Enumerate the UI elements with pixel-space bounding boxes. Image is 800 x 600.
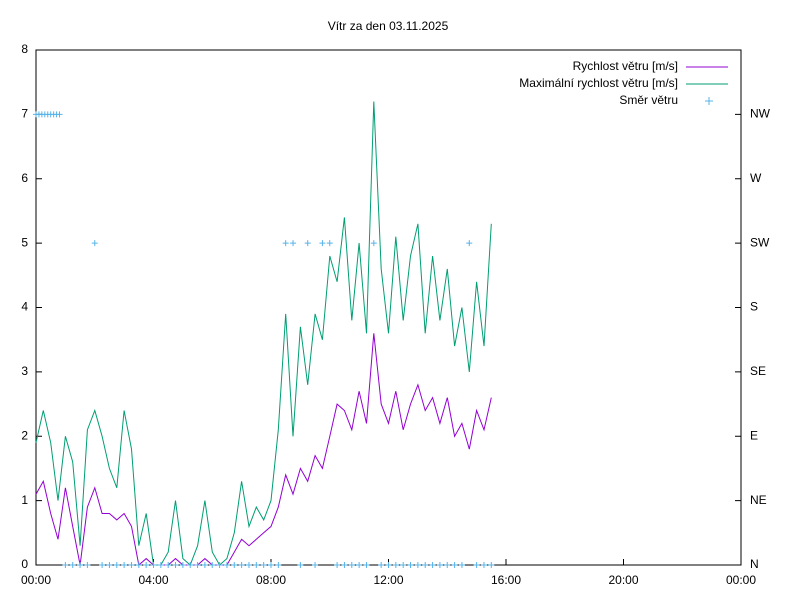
y-tick-label: 7	[21, 107, 28, 121]
direction-point	[238, 562, 245, 568]
direction-point	[56, 111, 63, 118]
direction-point	[400, 562, 407, 568]
x-tick-label: 20:00	[608, 573, 638, 587]
y2-tick-label: E	[750, 428, 758, 442]
legend-label: Maximální rychlost větru [m/s]	[519, 76, 678, 90]
y-tick-label: 8	[21, 42, 28, 56]
legend-marker	[705, 97, 713, 105]
y-tick-label: 5	[21, 235, 28, 249]
direction-point	[84, 562, 91, 568]
direction-point	[231, 562, 238, 568]
x-tick-label: 00:00	[21, 573, 51, 587]
direction-point	[194, 562, 201, 568]
direction-point	[319, 240, 326, 247]
x-tick-label: 04:00	[138, 573, 168, 587]
direction-point	[201, 562, 208, 568]
direction-point	[290, 240, 297, 247]
direction-point	[268, 562, 274, 568]
y-tick-label: 6	[21, 171, 28, 185]
direction-point	[179, 562, 186, 568]
direction-point	[326, 240, 333, 247]
direction-point	[348, 562, 355, 568]
y2-tick-label: NE	[750, 493, 767, 507]
chart-title: Vítr za den 03.11.2025	[328, 19, 449, 33]
direction-point	[473, 562, 480, 568]
direction-point	[334, 562, 341, 568]
direction-point	[216, 562, 223, 568]
direction-point	[275, 562, 282, 568]
direction-point	[150, 562, 157, 568]
direction-point	[77, 562, 84, 568]
direction-point	[444, 562, 451, 568]
direction-point	[378, 562, 385, 568]
direction-point	[245, 562, 252, 568]
direction-point	[466, 240, 473, 247]
direction-point	[91, 240, 98, 247]
direction-point	[370, 240, 377, 247]
x-tick-label: 16:00	[491, 573, 521, 587]
direction-point	[165, 562, 172, 568]
direction-point	[363, 562, 370, 568]
direction-point	[458, 562, 465, 568]
direction-point	[480, 562, 487, 568]
direction-point	[113, 562, 120, 568]
direction-point	[488, 562, 495, 568]
direction-point	[157, 562, 164, 568]
direction-point	[304, 240, 311, 247]
plot-border	[35, 49, 742, 566]
direction-point	[69, 562, 76, 568]
direction-point	[62, 562, 69, 568]
y2-tick-label: SW	[750, 235, 770, 249]
direction-point	[128, 562, 135, 568]
direction-point	[135, 562, 142, 568]
direction-point	[253, 562, 260, 568]
direction-point	[172, 562, 179, 568]
y2-tick-label: S	[750, 300, 758, 314]
direction-point	[429, 562, 436, 568]
direction-point	[297, 562, 304, 568]
y2-tick-label: N	[750, 557, 759, 571]
legend-label: Rychlost větru [m/s]	[573, 59, 678, 73]
direction-point	[99, 562, 106, 568]
direction-point	[451, 562, 458, 568]
direction-point	[282, 240, 289, 247]
direction-point	[223, 562, 230, 568]
direction-point	[356, 562, 363, 568]
direction-point	[121, 562, 128, 568]
x-tick-label: 12:00	[373, 573, 403, 587]
legend-label: Směr větru	[619, 93, 678, 107]
direction-point	[260, 562, 267, 568]
direction-point	[187, 562, 194, 568]
direction-point	[407, 562, 414, 568]
y-tick-label: 1	[21, 493, 28, 507]
direction-point	[341, 562, 348, 568]
y2-tick-label: SE	[750, 364, 766, 378]
direction-point	[392, 562, 399, 568]
direction-point	[414, 562, 421, 568]
direction-point	[106, 562, 113, 568]
direction-point	[436, 562, 443, 568]
y-tick-label: 0	[21, 557, 28, 571]
direction-point	[385, 562, 392, 568]
y-tick-label: 2	[21, 428, 28, 442]
direction-point	[422, 562, 429, 568]
y-tick-label: 4	[21, 300, 28, 314]
y2-tick-label: NW	[750, 107, 771, 121]
series-line	[35, 333, 492, 566]
y-tick-label: 3	[21, 364, 28, 378]
x-tick-label: 08:00	[256, 573, 286, 587]
direction-point	[143, 562, 150, 568]
y2-tick-label: W	[750, 171, 762, 185]
direction-point	[209, 562, 216, 568]
direction-point	[312, 562, 319, 568]
x-tick-label: 00:00	[726, 573, 756, 587]
series-line	[35, 101, 492, 566]
